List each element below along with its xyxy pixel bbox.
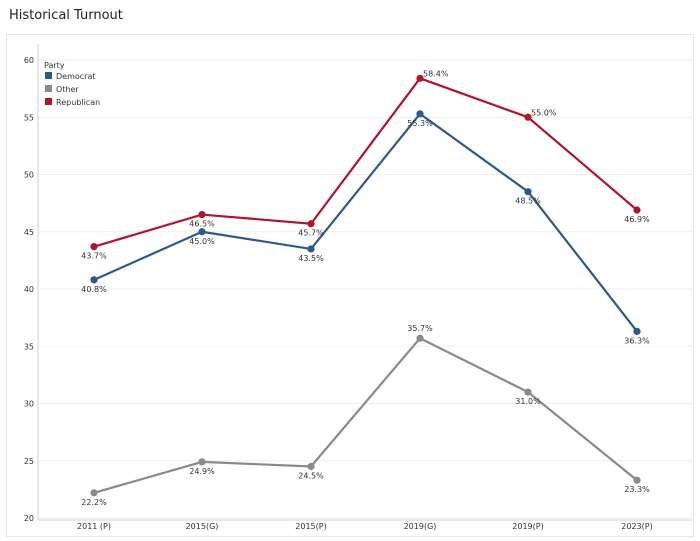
x-tick-label-3: 2019(G): [404, 522, 437, 531]
data-point-republican-5[interactable]: [633, 206, 641, 214]
data-point-other-0[interactable]: [90, 489, 98, 497]
series-line-democrat: [93, 112, 638, 333]
data-point-democrat-1[interactable]: [198, 228, 206, 236]
y-tick-label-35: 35: [24, 342, 34, 351]
data-label-republican-3: 58.4%: [423, 69, 449, 78]
data-point-other-1[interactable]: [198, 458, 206, 466]
data-point-other-2[interactable]: [307, 462, 315, 471]
data-label-democrat-4: 48.5%: [515, 197, 541, 206]
legend-swatch-republican[interactable]: [45, 98, 52, 105]
x-tick-label-5: 2023(P): [621, 522, 652, 531]
data-label-other-2: 24.5%: [298, 471, 324, 480]
legend-swatch-other[interactable]: [45, 85, 52, 92]
x-tick-label-2: 2015(P): [295, 522, 326, 531]
legend-label-republican[interactable]: Republican: [56, 98, 100, 107]
data-label-republican-4: 55.0%: [531, 108, 557, 117]
chart-title: Historical Turnout: [9, 8, 123, 23]
data-point-republican-2[interactable]: [307, 220, 315, 228]
series-line-republican: [93, 77, 638, 248]
series-line-other: [93, 336, 638, 494]
y-tick-label-20: 20: [24, 514, 34, 523]
data-label-democrat-1: 45.0%: [189, 237, 215, 246]
x-tick-label-4: 2019(P): [512, 522, 543, 531]
data-label-republican-0: 43.7%: [81, 252, 107, 261]
legend-label-democrat[interactable]: Democrat: [56, 72, 96, 81]
y-tick-label-30: 30: [24, 400, 34, 409]
data-point-democrat-3[interactable]: [416, 110, 424, 118]
data-label-republican-1: 46.5%: [189, 220, 215, 229]
data-label-democrat-2: 43.5%: [298, 254, 324, 263]
data-point-democrat-4[interactable]: [524, 188, 532, 196]
y-tick-label-40: 40: [24, 285, 34, 294]
data-label-other-3: 35.7%: [407, 324, 433, 333]
x-tick-label-0: 2011 (P): [77, 522, 111, 531]
y-tick-label-55: 55: [24, 113, 34, 122]
data-point-democrat-0[interactable]: [90, 276, 98, 284]
data-point-other-5[interactable]: [633, 476, 641, 484]
legend-label-other[interactable]: Other: [56, 85, 79, 94]
y-tick-label-25: 25: [24, 457, 34, 466]
data-label-other-1: 24.9%: [189, 467, 215, 476]
data-label-republican-2: 45.7%: [298, 229, 324, 238]
legend-title: Party: [44, 61, 65, 70]
data-point-republican-0[interactable]: [90, 243, 98, 251]
data-label-other-0: 22.2%: [81, 498, 107, 507]
y-tick-label-60: 60: [24, 56, 34, 65]
data-label-democrat-3: 55.3%: [407, 119, 433, 128]
data-label-democrat-0: 40.8%: [81, 285, 107, 294]
x-tick-label-1: 2015(G): [186, 522, 219, 531]
data-label-other-4: 31.0%: [515, 397, 541, 406]
data-point-republican-3[interactable]: [416, 74, 424, 82]
chart-frame: [6, 34, 694, 537]
data-label-other-5: 23.3%: [624, 485, 650, 494]
data-point-other-4[interactable]: [524, 388, 532, 396]
data-label-republican-5: 46.9%: [624, 215, 650, 224]
data-point-democrat-5[interactable]: [633, 327, 641, 335]
data-point-democrat-2[interactable]: [307, 245, 315, 253]
data-point-republican-1[interactable]: [198, 210, 206, 219]
y-tick-label-50: 50: [24, 171, 34, 180]
y-tick-label-45: 45: [24, 228, 34, 237]
data-point-other-3[interactable]: [416, 334, 424, 342]
data-label-democrat-5: 36.3%: [624, 336, 650, 345]
legend-swatch-democrat[interactable]: [45, 72, 52, 79]
data-point-republican-4[interactable]: [524, 113, 532, 121]
